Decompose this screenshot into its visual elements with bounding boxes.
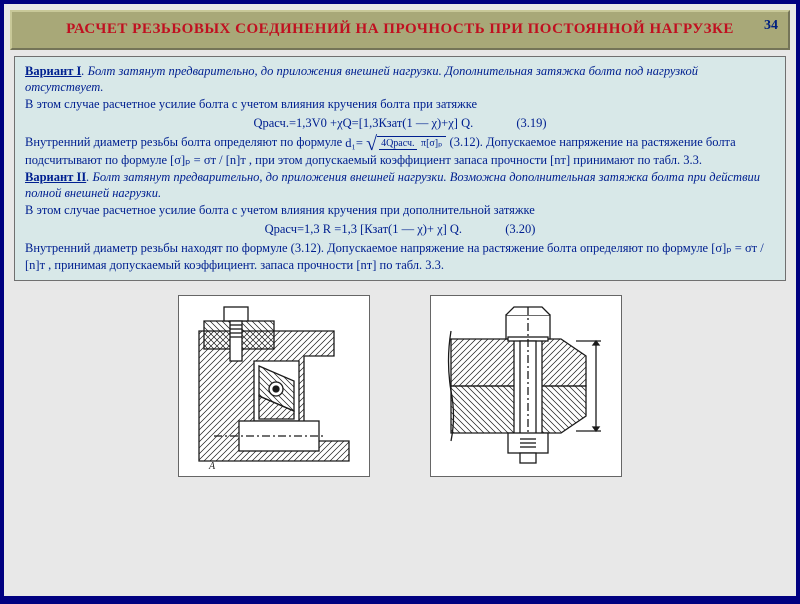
variant2-intro: . Болт затянут предварительно, до прилож… — [25, 170, 760, 201]
formula-d1: d₁= √ 4Qрасч. π[σ]ₚ — [345, 135, 446, 152]
variant2-end: Внутренний диаметр резьбы находят по фор… — [25, 240, 775, 274]
sqrt-icon: √ 4Qрасч. π[σ]ₚ — [366, 136, 446, 152]
svg-text:A: A — [208, 461, 216, 471]
frac-denominator: π[σ]ₚ — [419, 138, 444, 149]
inner-diameter-paragraph: Внутренний диаметр резьбы болта определя… — [25, 134, 775, 169]
inner-diam-a: Внутренний диаметр резьбы болта определя… — [25, 135, 345, 149]
formula-3-19: Qрасч.=1,3V0 +χQ=[1,3Кзат(1 — χ)+χ] Q. (… — [25, 113, 775, 134]
bearing-assembly-svg: A — [184, 301, 364, 471]
page-number: 34 — [764, 18, 778, 34]
formula-3-20: Qрасч=1,3 R =1,3 [Кзат(1 — χ)+ χ] Q. (3.… — [25, 219, 775, 240]
variant1-line2: В этом случае расчетное усилие болта с у… — [25, 96, 775, 113]
paragraph-variant1: Вариант I. Болт затянут предварительно, … — [25, 63, 775, 97]
formula1-ref: (3.19) — [516, 115, 546, 132]
diagram-bolt-clamp — [430, 295, 622, 477]
variant1-intro: . Болт затянут предварительно, до прилож… — [25, 64, 698, 95]
variant2-line2: В этом случае расчетное усилие болта с у… — [25, 202, 775, 219]
content-panel: Вариант I. Болт затянут предварительно, … — [14, 56, 786, 281]
paragraph-variant2: Вариант II. Болт затянут предварительно,… — [25, 169, 775, 203]
bolt-clamp-svg — [436, 301, 616, 471]
formula2-ref: (3.20) — [505, 221, 535, 238]
formula1-text: Qрасч.=1,3V0 +χQ=[1,3Кзат(1 — χ)+χ] Q. — [253, 116, 473, 130]
page-container: 34 РАСЧЕТ РЕЗЬБОВЫХ СОЕДИНЕНИЙ НА ПРОЧНО… — [4, 4, 796, 596]
frac-numerator: 4Qрасч. — [379, 138, 416, 150]
formula2-text: Qрасч=1,3 R =1,3 [Кзат(1 — χ)+ χ] Q. — [265, 222, 462, 236]
variant2-label: Вариант II — [25, 170, 86, 184]
d1-lhs: d₁= — [345, 136, 363, 150]
variant1-label: Вариант I — [25, 64, 81, 78]
diagrams-row: A — [4, 281, 796, 596]
header-panel: 34 РАСЧЕТ РЕЗЬБОВЫХ СОЕДИНЕНИЙ НА ПРОЧНО… — [10, 10, 790, 50]
diagram-bearing-assembly: A — [178, 295, 370, 477]
page-title: РАСЧЕТ РЕЗЬБОВЫХ СОЕДИНЕНИЙ НА ПРОЧНОСТЬ… — [24, 20, 776, 40]
